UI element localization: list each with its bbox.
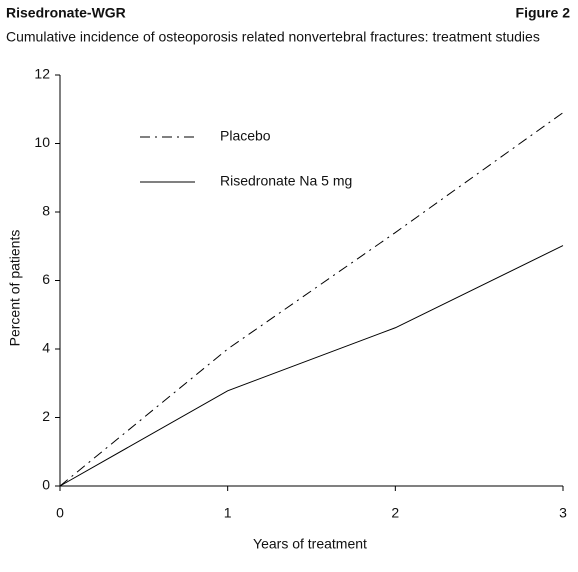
series-line — [59, 112, 564, 487]
y-tick-label: 4 — [42, 340, 50, 356]
x-tick-label: 0 — [56, 505, 64, 521]
x-tick-label: 2 — [391, 505, 399, 521]
x-tick-label: 1 — [224, 505, 232, 521]
x-tick-label: 3 — [559, 505, 567, 521]
series-line — [59, 245, 564, 487]
x-axis-label: Years of treatment — [253, 536, 367, 552]
y-tick-label: 6 — [42, 271, 50, 287]
legend-label: Risedronate Na 5 mg — [220, 173, 352, 189]
y-tick-label: 10 — [34, 134, 50, 150]
y-tick-label: 2 — [42, 408, 50, 424]
figure-label: Figure 2 — [516, 5, 571, 21]
y-axis-label: Percent of patients — [7, 230, 23, 347]
subtitle: Cumulative incidence of osteoporosis rel… — [6, 29, 540, 45]
y-tick-label: 0 — [42, 477, 50, 493]
y-tick-label: 12 — [34, 66, 50, 82]
y-tick-label: 8 — [42, 203, 50, 219]
legend-label: Placebo — [220, 128, 271, 144]
page-title: Risedronate-WGR — [6, 5, 126, 21]
